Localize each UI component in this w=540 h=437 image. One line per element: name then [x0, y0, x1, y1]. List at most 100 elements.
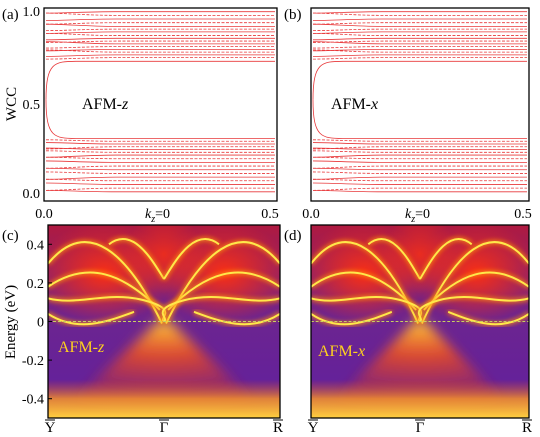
xtick-label: Y: [308, 420, 319, 436]
ytick-a-05: 0.5: [23, 98, 41, 113]
wcc-line: [312, 31, 527, 34]
wcc-line: [312, 160, 527, 163]
wcc-line: [45, 11, 275, 14]
wcc-line: [45, 147, 275, 150]
wcc-line: [312, 189, 527, 193]
ytick-label: 0: [37, 316, 44, 331]
wcc-line: [45, 160, 275, 163]
xtick-a-0: 0.0: [35, 207, 53, 222]
wcc-line: [312, 41, 527, 45]
panel-c: (c) Energy (eV) 0.4 0.2 0 -0.2 -0.4 Y Γ R AFM-…: [2, 224, 283, 436]
annotation-a: AFM-z: [82, 96, 129, 113]
surface-band: [48, 271, 161, 311]
wcc-line: [312, 147, 527, 150]
wcc-line: [45, 150, 275, 153]
xtick-label: Γ: [160, 420, 169, 436]
wcc-line: [312, 54, 527, 57]
surface-band: [367, 238, 421, 280]
wcc-line: [312, 142, 527, 145]
bulk-bottom: [48, 379, 280, 418]
wcc-line: [45, 99, 275, 139]
wcc-line: [45, 167, 275, 171]
wcc-line: [312, 156, 527, 160]
wcc-line: [45, 142, 275, 145]
ytick-label: -0.4: [22, 393, 44, 408]
wcc-line: [312, 49, 527, 53]
yticks-c: 0.4 0.2 0 -0.2 -0.4: [22, 238, 52, 408]
wcc-line: [45, 18, 275, 21]
surface-band: [447, 310, 529, 326]
plot-frame-d: [310, 224, 530, 419]
wcc-line: [312, 57, 527, 60]
yticks-a: 1.0 0.5 0.0: [23, 5, 41, 202]
wcc-line: [312, 18, 527, 21]
surface-band: [167, 271, 280, 311]
surface-band: [417, 296, 529, 323]
wcc-line: [45, 178, 275, 182]
ytick-label: -0.2: [22, 354, 44, 369]
wcc-line: [45, 182, 275, 185]
wcc-line: [312, 139, 527, 142]
wcc-line: [45, 37, 275, 41]
wcc-line: [312, 28, 527, 32]
xtick-label: R: [522, 420, 532, 436]
surface-band: [423, 271, 529, 311]
xtick-label: Γ: [416, 420, 425, 436]
wcc-line: [312, 60, 527, 100]
surface-band: [311, 271, 417, 311]
wcc-line: [45, 171, 275, 174]
wcc-line: [312, 48, 527, 52]
annotation-b: AFM-x: [331, 96, 378, 113]
xlabel-a: kz=0: [145, 207, 170, 225]
panel-d: (d) Y Γ R AFM-x: [284, 224, 532, 436]
ytick-label: 0.2: [27, 277, 45, 292]
wcc-line: [312, 37, 527, 41]
surface-band: [48, 310, 135, 326]
wcc-line: [45, 48, 275, 52]
surface-band: [311, 310, 393, 326]
band-spectrum-c: [48, 225, 280, 418]
wcc-line: [312, 150, 527, 153]
wcc-line: [312, 99, 527, 139]
wcc-line: [312, 146, 527, 150]
xlabel-b: kz=0: [405, 207, 430, 225]
wcc-line: [312, 182, 527, 185]
panel-a: (a) WCC 1.0 0.5 0.0 0.0 0.5 kz=0 AFM-z: [2, 5, 279, 225]
wcc-line: [312, 171, 527, 174]
continuum-glow: [382, 225, 458, 294]
wcc-line: [45, 41, 275, 45]
wcc-line: [45, 28, 275, 32]
panel-label-b: (b): [284, 7, 302, 23]
wcc-line: [45, 54, 275, 57]
wcc-line: [312, 46, 527, 49]
band-spectrum-d: [311, 225, 529, 418]
wcc-line: [45, 31, 275, 34]
annotation-c: AFM-z: [58, 339, 105, 356]
xtick-a-05: 0.5: [261, 207, 279, 222]
wcc-line: [312, 22, 527, 25]
wcc-line: [312, 167, 527, 171]
wcc-line: [312, 11, 527, 14]
ytick-label: 0.4: [27, 238, 45, 253]
wcc-line: [45, 22, 275, 25]
surface-band: [163, 238, 220, 280]
wcc-lines-b: [312, 11, 527, 193]
wcc-line: [45, 189, 275, 193]
wcc-line: [45, 156, 275, 160]
heatmap-c: [48, 225, 280, 418]
wcc-line: [45, 40, 275, 43]
xtick-b-0: 0.0: [302, 207, 320, 222]
ylabel-wcc: WCC: [4, 87, 20, 121]
wcc-line: [45, 57, 275, 60]
wcc-lines-a: [45, 11, 275, 193]
xtick-label: Y: [45, 420, 56, 436]
wcc-line: [312, 40, 527, 43]
surface-band: [193, 310, 280, 326]
wcc-line: [312, 178, 527, 182]
plot-frame-a: [43, 7, 278, 202]
surface-band: [108, 238, 165, 280]
wcc-line: [45, 60, 275, 100]
